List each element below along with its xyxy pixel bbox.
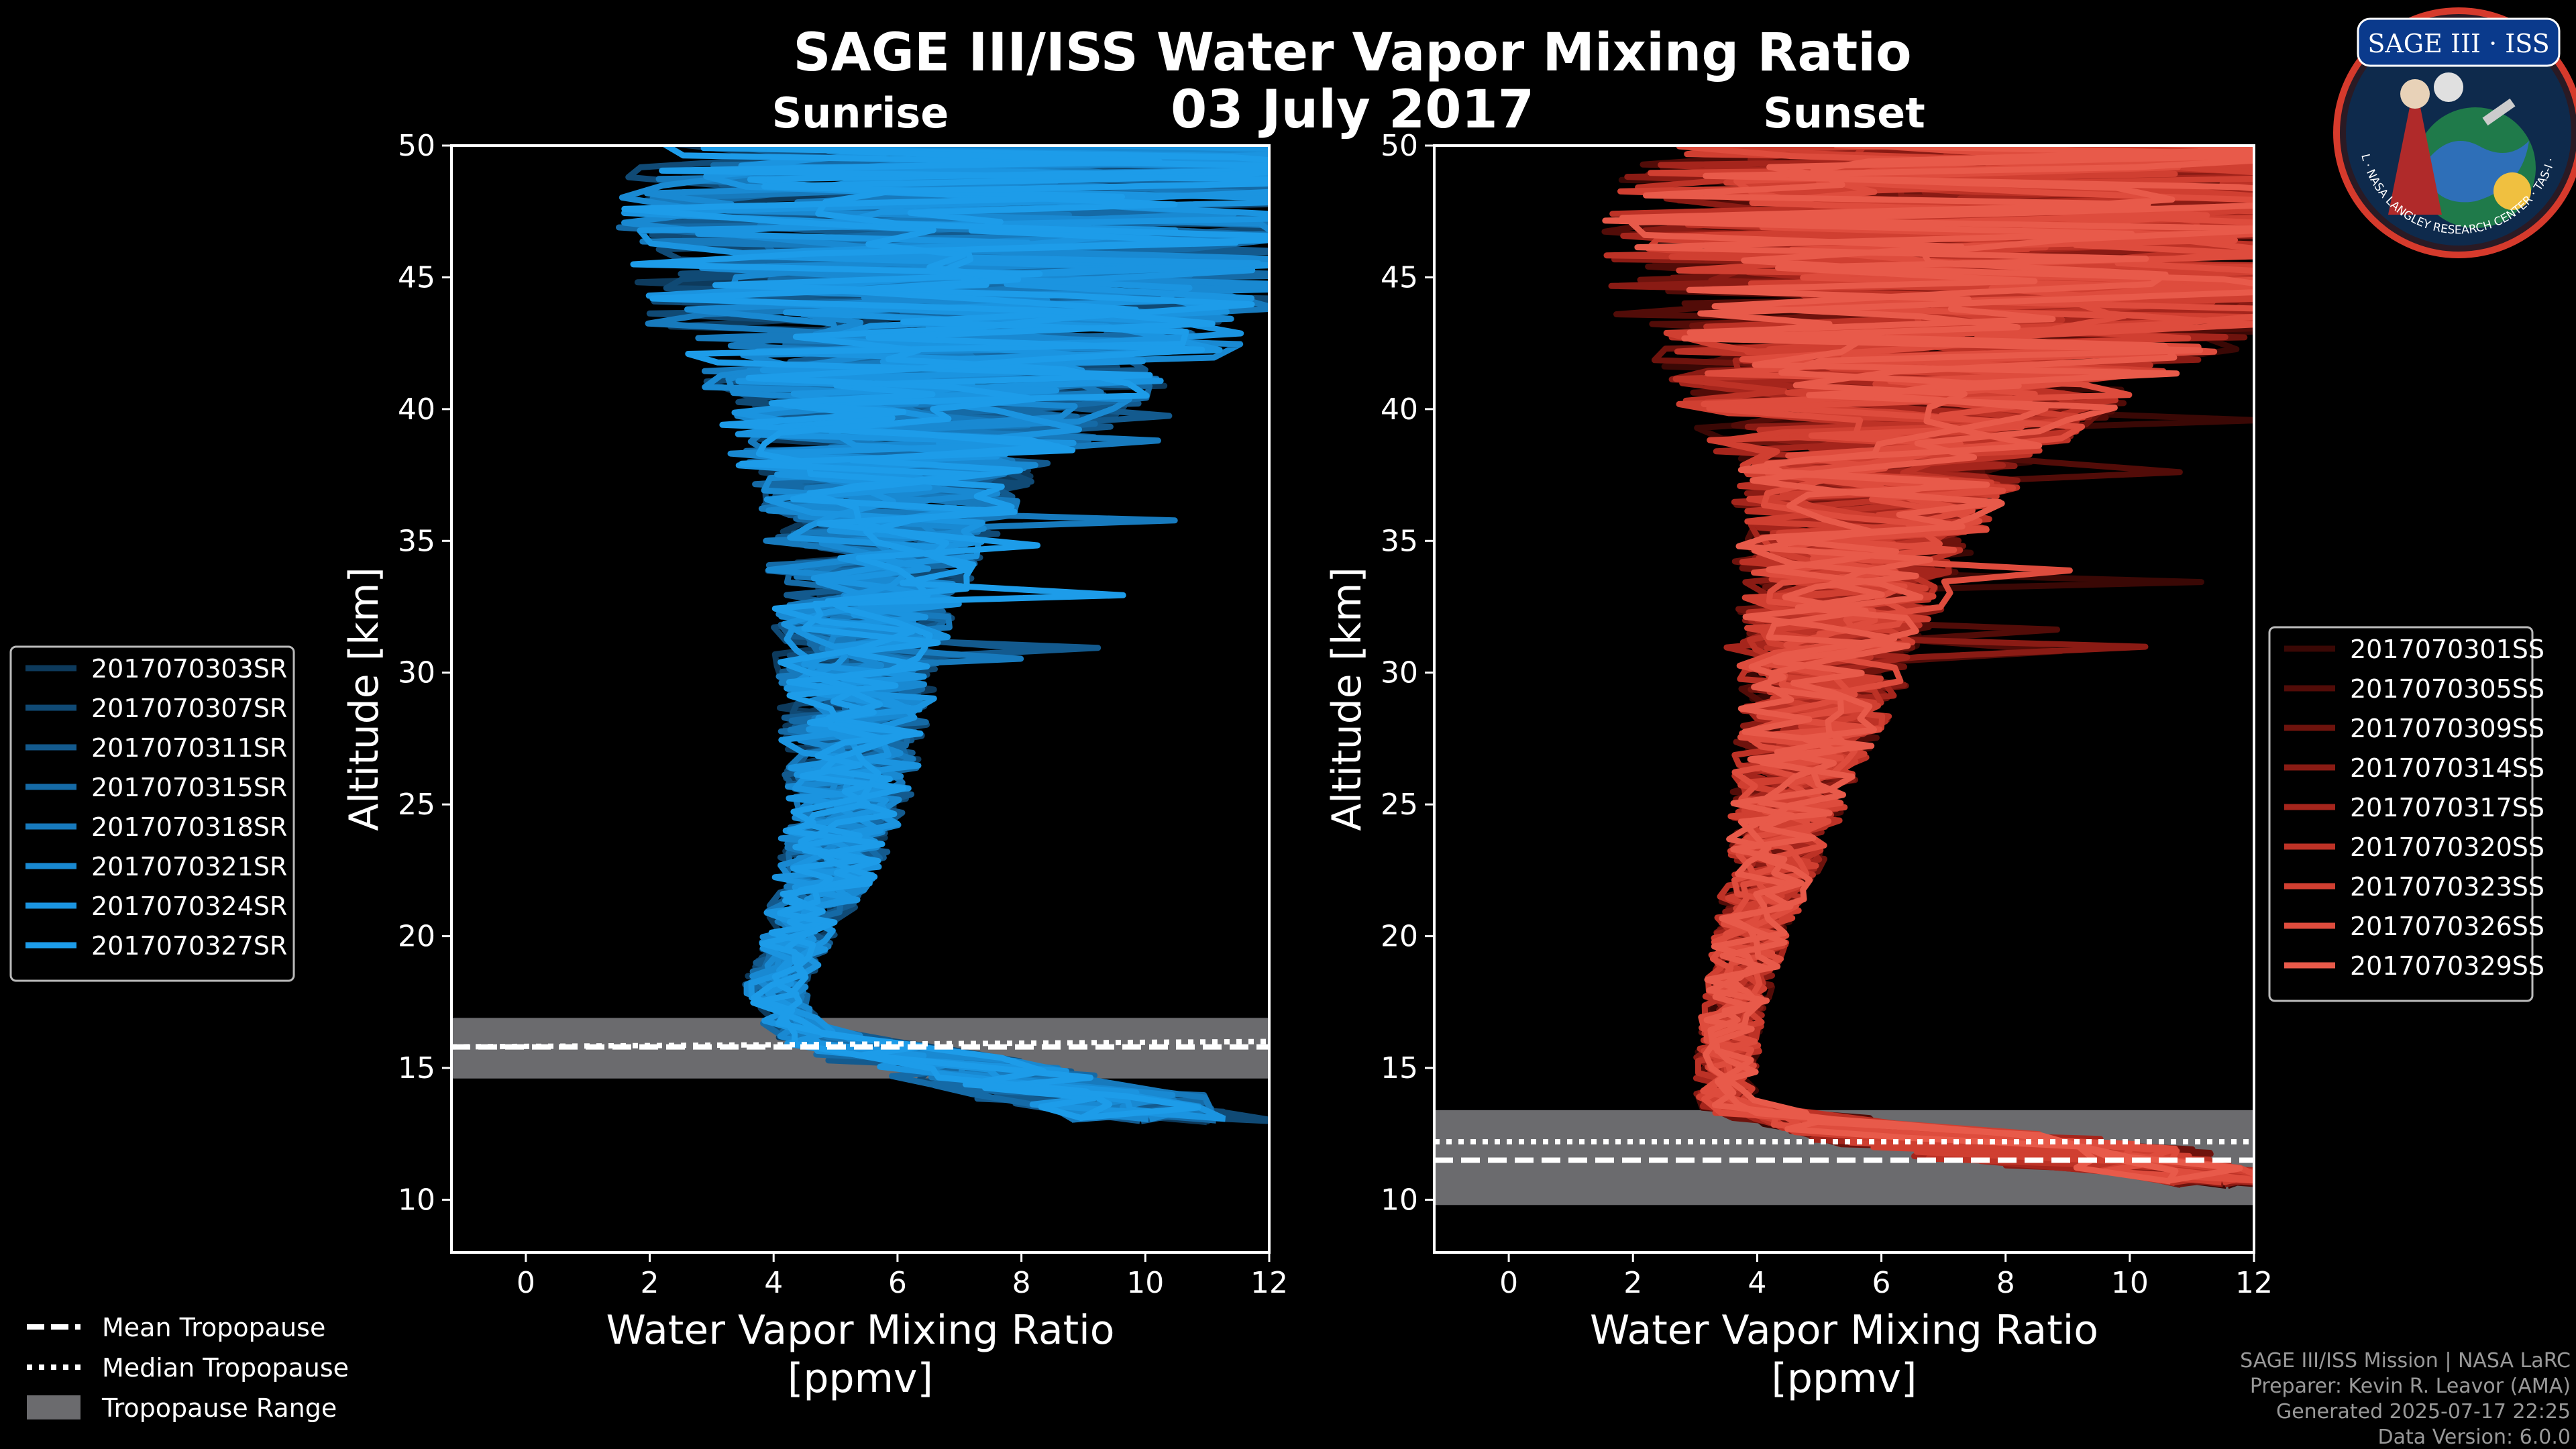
legend-label-2017070307SR: 2017070307SR: [91, 694, 287, 723]
x-tick-label: 4: [764, 1266, 783, 1300]
legend-label-2017070305SS: 2017070305SS: [2350, 674, 2544, 704]
credit-line-version: Data Version: 6.0.0: [2378, 1426, 2571, 1449]
credits: SAGE III/ISS Mission | NASA LaRC Prepare…: [2240, 1349, 2571, 1449]
sunrise-axes-frame: [450, 144, 1271, 1254]
tropopause-range-swatch: [27, 1395, 80, 1419]
credit-line-generated: Generated 2025-07-17 22:25: [2276, 1400, 2571, 1424]
x-tick-label: 0: [517, 1266, 535, 1300]
y-tick-label: 20: [398, 920, 435, 954]
y-tick-label: 10: [398, 1183, 435, 1217]
x-tick-label: 0: [1499, 1266, 1518, 1300]
x-tick-label: 10: [2111, 1266, 2149, 1300]
legend-label-2017070327SR: 2017070327SR: [91, 931, 287, 961]
y-tick-label: 45: [1381, 260, 1418, 294]
sunrise-legend: [9, 645, 295, 982]
x-tick-label: 2: [641, 1266, 659, 1300]
y-tick-label: 30: [398, 656, 435, 690]
x-tick-label: 10: [1126, 1266, 1164, 1300]
y-tick-label: 25: [398, 788, 435, 822]
sunset-legend: [2268, 626, 2534, 1002]
sunrise-x-axis-label: Water Vapor Mixing Ratio [ppmv]: [606, 1307, 1115, 1402]
legend-label-2017070309SS: 2017070309SS: [2350, 714, 2544, 743]
legend-label-2017070317SS: 2017070317SS: [2350, 793, 2544, 822]
sunset-panel-title: Sunset: [1763, 89, 1925, 138]
figure-title: SAGE III/ISS Water Vapor Mixing Ratio: [793, 23, 1911, 83]
profile-line-2017070327SR: [621, 146, 1269, 1121]
x-tick-label: 4: [1748, 1266, 1766, 1300]
profile-line-2017070324SR: [637, 146, 1269, 1122]
logo-title-text: SAGE III · ISS: [2367, 29, 2549, 58]
sunrise-profiles: [616, 146, 1269, 1126]
tropopause-range-label: Tropopause Range: [101, 1393, 337, 1423]
tropopause-legend: Mean Tropopause Median Tropopause Tropop…: [27, 1313, 349, 1423]
sunset-panel: Sunset 0 2 4 6 8 10 12 10 15 20 25 30 35 40 45 50 Water V…: [1324, 89, 2544, 1402]
y-tick-label: 30: [1381, 656, 1418, 690]
y-tick-label: 15: [1381, 1051, 1418, 1085]
y-tick-label: 50: [1381, 129, 1418, 163]
x-tick-label: 2: [1623, 1266, 1642, 1300]
figure-date: 03 July 2017: [1171, 80, 1534, 140]
x-tick-label: 12: [1250, 1266, 1288, 1300]
sunset-x-axis-label: Water Vapor Mixing Ratio [ppmv]: [1590, 1307, 2098, 1402]
legend-label-2017070318SR: 2017070318SR: [91, 812, 287, 842]
credit-line-preparer: Preparer: Kevin R. Leavor (AMA): [2250, 1375, 2571, 1398]
y-tick-label: 35: [398, 524, 435, 558]
profile-line-2017070327SR: [649, 146, 1269, 1121]
y-tick-label: 40: [1381, 392, 1418, 427]
x-tick-label: 6: [1872, 1266, 1891, 1300]
profile-line-2017070329SS: [1627, 146, 2254, 1185]
sunset-profiles: [1601, 146, 2254, 1189]
legend-label-2017070301SS: 2017070301SS: [2350, 635, 2544, 664]
logo-moon-icon: [2434, 72, 2463, 102]
legend-label-2017070314SS: 2017070314SS: [2350, 753, 2544, 783]
y-tick-label: 50: [398, 129, 435, 163]
legend-label-2017070320SS: 2017070320SS: [2350, 833, 2544, 862]
y-tick-label: 15: [398, 1051, 435, 1085]
logo-station-icon: [2482, 98, 2516, 126]
y-tick-label: 25: [1381, 788, 1418, 822]
y-tick-label: 35: [1381, 524, 1418, 558]
mean-tropopause-label: Mean Tropopause: [102, 1313, 325, 1342]
y-tick-label: 20: [1381, 920, 1418, 954]
sunrise-panel: Sunrise 0 2 4 6 8 10 12 10 15 20 25 30 35 40 45 50 Water …: [9, 89, 1288, 1402]
y-tick-label: 10: [1381, 1183, 1418, 1217]
y-tick-label: 45: [398, 260, 435, 294]
logo-sun-icon: [2493, 172, 2531, 210]
legend-label-2017070321SR: 2017070321SR: [91, 852, 287, 881]
credit-line-mission: SAGE III/ISS Mission | NASA LaRC: [2240, 1349, 2571, 1373]
legend-label-2017070315SR: 2017070315SR: [91, 773, 287, 802]
sunset-y-axis-label: Altitude [km]: [1324, 567, 1371, 831]
x-tick-label: 8: [1996, 1266, 2015, 1300]
x-tick-label: 12: [2235, 1266, 2273, 1300]
legend-label-2017070303SR: 2017070303SR: [91, 654, 287, 684]
sunset-axes-frame: [1433, 144, 2255, 1254]
legend-label-2017070323SS: 2017070323SS: [2350, 872, 2544, 902]
legend-label-2017070311SR: 2017070311SR: [91, 733, 287, 763]
x-tick-label: 6: [888, 1266, 907, 1300]
logo-wizard-icon: [2388, 80, 2442, 215]
y-tick-label: 40: [398, 392, 435, 427]
median-tropopause-label: Median Tropopause: [102, 1353, 349, 1383]
legend-label-2017070329SS: 2017070329SS: [2350, 951, 2544, 981]
legend-label-2017070326SS: 2017070326SS: [2350, 912, 2544, 941]
x-tick-label: 8: [1012, 1266, 1031, 1300]
sunrise-y-axis-label: Altitude [km]: [341, 567, 388, 831]
legend-label-2017070324SR: 2017070324SR: [91, 892, 287, 921]
sunrise-panel-title: Sunrise: [772, 89, 949, 138]
sunrise-median-tropopause-line: [451, 1038, 1270, 1050]
